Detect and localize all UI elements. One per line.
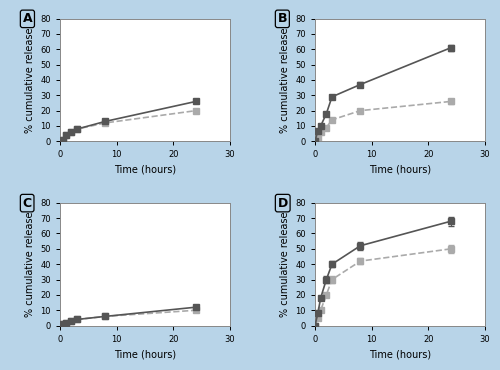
Y-axis label: % cumulative release: % cumulative release [280,27,290,133]
X-axis label: Time (hours): Time (hours) [114,349,176,359]
Text: C: C [22,196,32,210]
X-axis label: Time (hours): Time (hours) [369,349,431,359]
Text: B: B [278,12,287,26]
Y-axis label: % cumulative release: % cumulative release [25,27,35,133]
Y-axis label: % cumulative release: % cumulative release [25,211,35,317]
Text: D: D [278,196,288,210]
X-axis label: Time (hours): Time (hours) [114,165,176,175]
Text: A: A [22,12,32,26]
X-axis label: Time (hours): Time (hours) [369,165,431,175]
Y-axis label: % cumulative release: % cumulative release [280,211,290,317]
